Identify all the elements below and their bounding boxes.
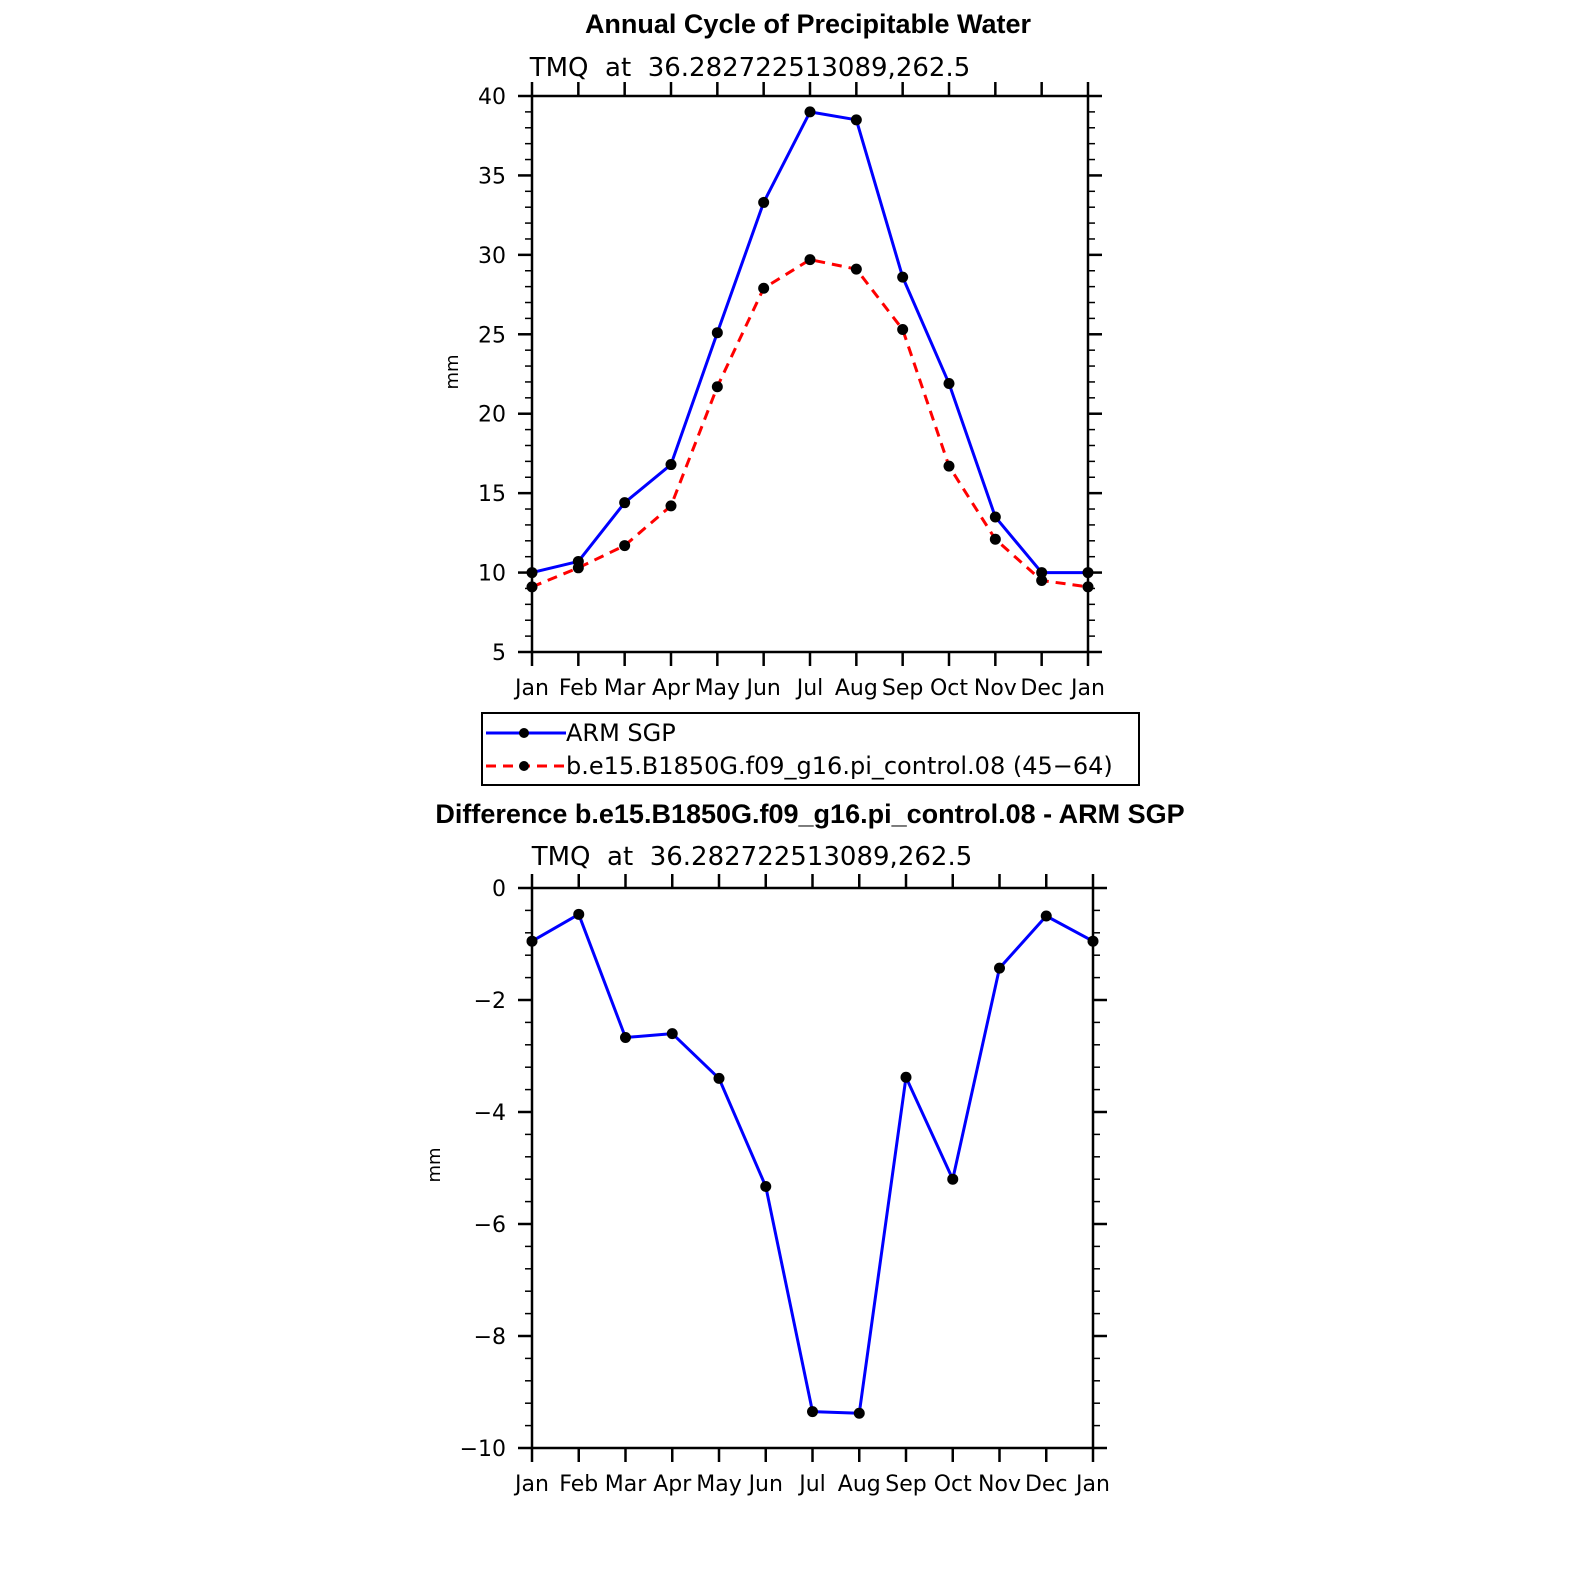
x-tick-label: Oct bbox=[934, 1472, 972, 1497]
x-tick-label: Mar bbox=[604, 676, 646, 701]
y-axis-label: mm bbox=[424, 1147, 445, 1182]
data-point bbox=[711, 381, 723, 393]
y-tick-label: 0 bbox=[492, 877, 506, 902]
x-tick-label: Dec bbox=[1020, 676, 1063, 701]
data-point bbox=[989, 533, 1001, 545]
plot-frame bbox=[530, 886, 1095, 1450]
data-point bbox=[758, 196, 770, 208]
y-tick-label: 10 bbox=[478, 562, 506, 587]
legend: ARM SGP b.e15.B1850G.f09_g16.pi_control.… bbox=[481, 712, 1140, 786]
data-point bbox=[526, 567, 538, 579]
data-point bbox=[619, 497, 631, 509]
chart-title: Difference b.e15.B1850G.f09_g16.pi_contr… bbox=[435, 799, 1184, 829]
series-line-1 bbox=[531, 258, 1089, 589]
y-tick-label: 15 bbox=[478, 482, 506, 507]
x-tick-label: Sep bbox=[882, 676, 923, 701]
data-point bbox=[853, 1407, 865, 1419]
x-tick-label: Sep bbox=[885, 1472, 926, 1497]
x-tick-label: Jan bbox=[513, 1472, 549, 1497]
legend-marker-model bbox=[519, 761, 529, 771]
series-line-0 bbox=[531, 912, 1094, 1415]
data-point bbox=[943, 460, 955, 472]
data-point bbox=[619, 540, 631, 552]
data-point bbox=[1082, 581, 1094, 593]
x-tick-label: May bbox=[696, 1472, 741, 1497]
data-point bbox=[947, 1173, 959, 1185]
chart-title: Annual Cycle of Precipitable Water bbox=[585, 9, 1032, 39]
y-tick-label: −10 bbox=[460, 1437, 506, 1462]
data-point bbox=[1087, 935, 1099, 947]
data-point bbox=[573, 908, 585, 920]
data-point bbox=[943, 378, 955, 390]
data-point bbox=[572, 562, 584, 574]
data-point bbox=[994, 962, 1005, 974]
series-line-0 bbox=[531, 110, 1088, 575]
legend-box bbox=[481, 712, 1140, 786]
x-tick-label: Jan bbox=[1069, 676, 1105, 701]
data-point bbox=[526, 935, 538, 947]
x-tick-label: Apr bbox=[653, 1472, 692, 1497]
x-tick-label: Jul bbox=[795, 676, 824, 701]
x-tick-label: Oct bbox=[930, 676, 968, 701]
y-tick-label: 20 bbox=[478, 403, 506, 428]
y-axis-label: mm bbox=[442, 354, 463, 389]
legend-label-arm-sgp: ARM SGP bbox=[566, 719, 676, 747]
y-tick-label: 25 bbox=[478, 323, 506, 348]
x-tick-label: Feb bbox=[559, 676, 598, 701]
data-point bbox=[989, 511, 1001, 523]
data-point bbox=[526, 581, 538, 593]
data-point bbox=[850, 263, 862, 275]
data-point bbox=[804, 254, 816, 266]
legend-label-model: b.e15.B1850G.f09_g16.pi_control.08 (45−6… bbox=[566, 752, 1113, 780]
x-tick-label: Jun bbox=[747, 1472, 783, 1497]
x-tick-label: Aug bbox=[838, 1472, 881, 1497]
y-tick-label: −8 bbox=[474, 1325, 506, 1350]
x-tick-label: Jan bbox=[513, 676, 549, 701]
y-tick-label: 35 bbox=[478, 164, 506, 189]
data-point bbox=[850, 114, 862, 126]
data-point bbox=[1040, 910, 1052, 922]
x-tick-label: Aug bbox=[835, 676, 878, 701]
data-point bbox=[897, 271, 909, 283]
data-point bbox=[804, 106, 816, 118]
y-tick-label: 40 bbox=[478, 85, 506, 110]
x-tick-label: Dec bbox=[1025, 1472, 1068, 1497]
annual-cycle-chart: Annual Cycle of Precipitable Water TMQ a… bbox=[442, 9, 1105, 701]
y-tick-label: 30 bbox=[478, 244, 506, 269]
data-point bbox=[897, 324, 909, 336]
difference-chart: Difference b.e15.B1850G.f09_g16.pi_contr… bbox=[424, 799, 1185, 1497]
legend-marker-arm-sgp bbox=[519, 728, 529, 738]
x-tick-label: Jan bbox=[1074, 1472, 1110, 1497]
data-point bbox=[665, 500, 677, 512]
data-point bbox=[1082, 567, 1094, 579]
y-tick-label: 5 bbox=[492, 641, 506, 666]
data-point bbox=[758, 282, 770, 294]
data-point bbox=[807, 1406, 818, 1418]
chart-subtitle: TMQ at 36.282722513089,262.5 bbox=[531, 842, 973, 872]
data-point bbox=[1036, 575, 1048, 587]
data-point bbox=[666, 1028, 678, 1040]
x-tick-label: May bbox=[695, 676, 740, 701]
y-tick-label: −2 bbox=[474, 989, 506, 1014]
plot-frame bbox=[530, 94, 1090, 654]
x-tick-label: Jun bbox=[744, 676, 780, 701]
y-tick-label: −4 bbox=[474, 1101, 506, 1126]
x-tick-label: Nov bbox=[974, 676, 1017, 701]
y-tick-label: −6 bbox=[474, 1213, 506, 1238]
x-tick-label: Apr bbox=[652, 676, 691, 701]
chart-subtitle: TMQ at 36.282722513089,262.5 bbox=[529, 53, 971, 83]
data-point bbox=[620, 1032, 631, 1044]
data-point bbox=[1036, 567, 1048, 579]
x-tick-label: Feb bbox=[559, 1472, 598, 1497]
data-point bbox=[900, 1071, 912, 1083]
data-point bbox=[665, 459, 677, 471]
data-point bbox=[760, 1180, 772, 1192]
x-tick-label: Mar bbox=[605, 1472, 647, 1497]
data-point bbox=[711, 327, 723, 339]
data-point bbox=[713, 1072, 725, 1084]
x-tick-label: Nov bbox=[978, 1472, 1021, 1497]
x-tick-label: Jul bbox=[797, 1472, 826, 1497]
